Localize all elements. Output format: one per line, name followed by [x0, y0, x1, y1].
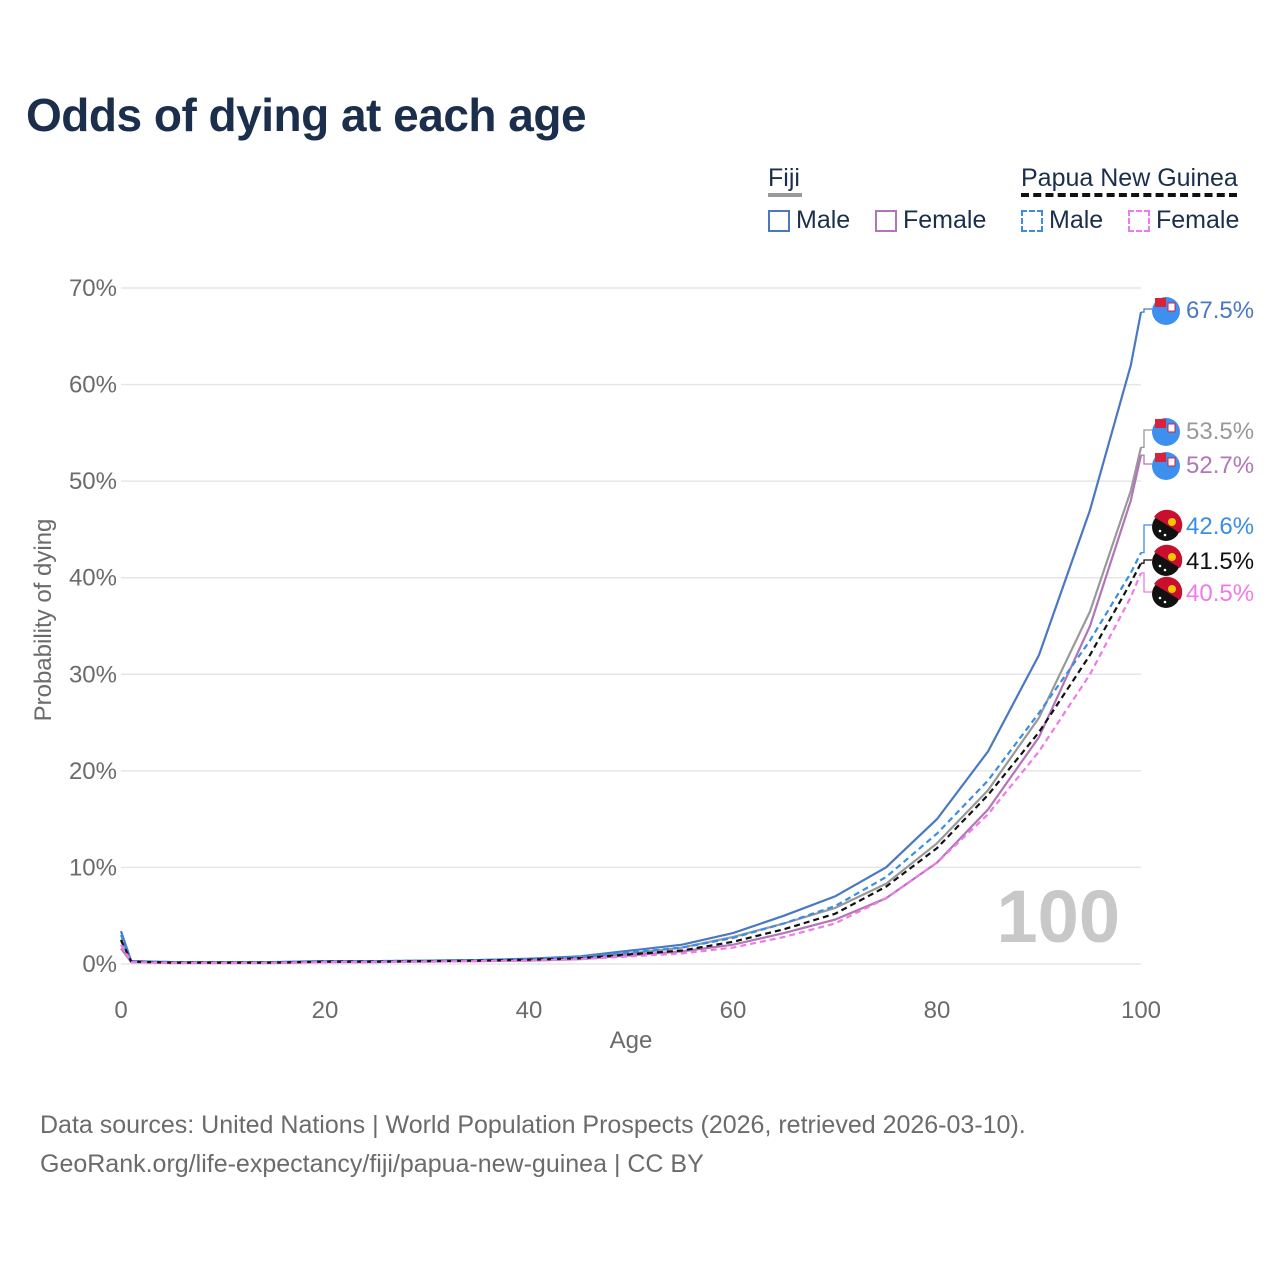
png-flag-star	[1158, 596, 1162, 600]
png-flag-star	[1163, 600, 1167, 604]
png-flag-star	[1158, 564, 1162, 568]
leader-line	[1141, 524, 1152, 554]
legend-png-female-swatch	[1128, 209, 1150, 232]
end-value-label-fiji_total: 53.5%	[1186, 418, 1254, 445]
end-value-label-fiji_female: 52.7%	[1186, 452, 1254, 479]
fiji-flag-shield	[1167, 423, 1176, 433]
leader-line	[1141, 559, 1152, 564]
footer-link[interactable]: GeoRank.org/life-expectancy/fiji/papua-n…	[40, 1150, 704, 1178]
legend-group-png[interactable]: Papua New Guinea	[1021, 164, 1238, 192]
age-watermark: 100	[997, 875, 1120, 958]
leader-line	[1141, 308, 1152, 313]
end-value-label-png_total: 41.5%	[1186, 548, 1254, 575]
legend-png-female-label: Female	[1156, 206, 1240, 234]
legend-fiji-female-swatch	[875, 209, 897, 232]
fiji-flag-shield	[1167, 302, 1176, 312]
png-flag-star	[1158, 529, 1162, 533]
legend-group-fiji[interactable]: Fiji	[768, 164, 800, 192]
legend-png-male-label: Male	[1049, 206, 1104, 234]
series-line-png_male	[119, 552, 1142, 964]
png-flag-bird	[1168, 553, 1176, 561]
legend-png-male-swatch	[1021, 209, 1043, 232]
leader-line	[1141, 572, 1152, 593]
fiji-flag-shield	[1167, 457, 1176, 467]
x-tick-label: 0	[114, 997, 127, 1024]
series-line-fiji_total	[120, 447, 1143, 964]
legend-png-female[interactable]: Female	[1128, 206, 1239, 235]
y-tick-label: 40%	[69, 565, 117, 592]
png-flag-bird	[1168, 518, 1176, 526]
fiji-flag-canton	[1155, 453, 1166, 462]
x-tick-label: 100	[1121, 997, 1161, 1024]
series-line-png_female	[120, 572, 1143, 965]
end-value-label-png_male: 42.6%	[1186, 513, 1254, 540]
y-tick-label: 20%	[69, 758, 117, 785]
end-value-label-fiji_male: 67.5%	[1186, 297, 1254, 324]
png-flag-star	[1163, 533, 1167, 537]
y-tick-label: 70%	[69, 275, 117, 302]
legend-fiji-underline	[768, 193, 802, 197]
leader-line	[1141, 454, 1152, 465]
legend-fiji-male[interactable]: Male	[768, 206, 850, 235]
leader-line	[1141, 429, 1152, 448]
y-tick-label: 10%	[69, 854, 117, 881]
footer-sources: Data sources: United Nations | World Pop…	[40, 1111, 1026, 1139]
fiji-flag-canton	[1155, 298, 1166, 307]
footer: Data sources: United Nations | World Pop…	[40, 1106, 1026, 1184]
y-tick-label: 30%	[69, 661, 117, 688]
legend-fiji-female[interactable]: Female	[875, 206, 986, 235]
legend-fiji-male-swatch	[768, 209, 790, 232]
png-flag-star	[1163, 568, 1167, 572]
y-tick-label: 0%	[82, 951, 117, 978]
y-axis-label: Probability of dying	[30, 519, 57, 722]
legend-png-male[interactable]: Male	[1021, 206, 1103, 235]
y-tick-label: 50%	[69, 468, 117, 495]
legend-png-underline	[1021, 193, 1237, 197]
x-tick-label: 80	[924, 997, 951, 1024]
series-line-fiji_female	[120, 454, 1143, 965]
series-line-png_total	[120, 562, 1142, 964]
chart-title: Odds of dying at each age	[26, 89, 587, 141]
legend-fiji-female-label: Female	[903, 206, 987, 234]
x-tick-label: 60	[720, 997, 747, 1024]
series-line-fiji_male	[119, 311, 1143, 964]
legend-fiji-male-label: Male	[796, 206, 851, 234]
png-flag-bird	[1168, 585, 1176, 593]
x-tick-label: 20	[312, 997, 339, 1024]
end-value-label-png_female: 40.5%	[1186, 580, 1254, 607]
line-chart: 0% 10% 20% 30% 40% 50% 60% 70% 0 20 40 60 80 100 Age Pr…	[30, 275, 1254, 1054]
y-tick-label: 60%	[69, 372, 117, 399]
x-tick-label: 40	[516, 997, 543, 1024]
fiji-flag-canton	[1155, 419, 1166, 428]
x-axis-label: Age	[610, 1027, 653, 1054]
